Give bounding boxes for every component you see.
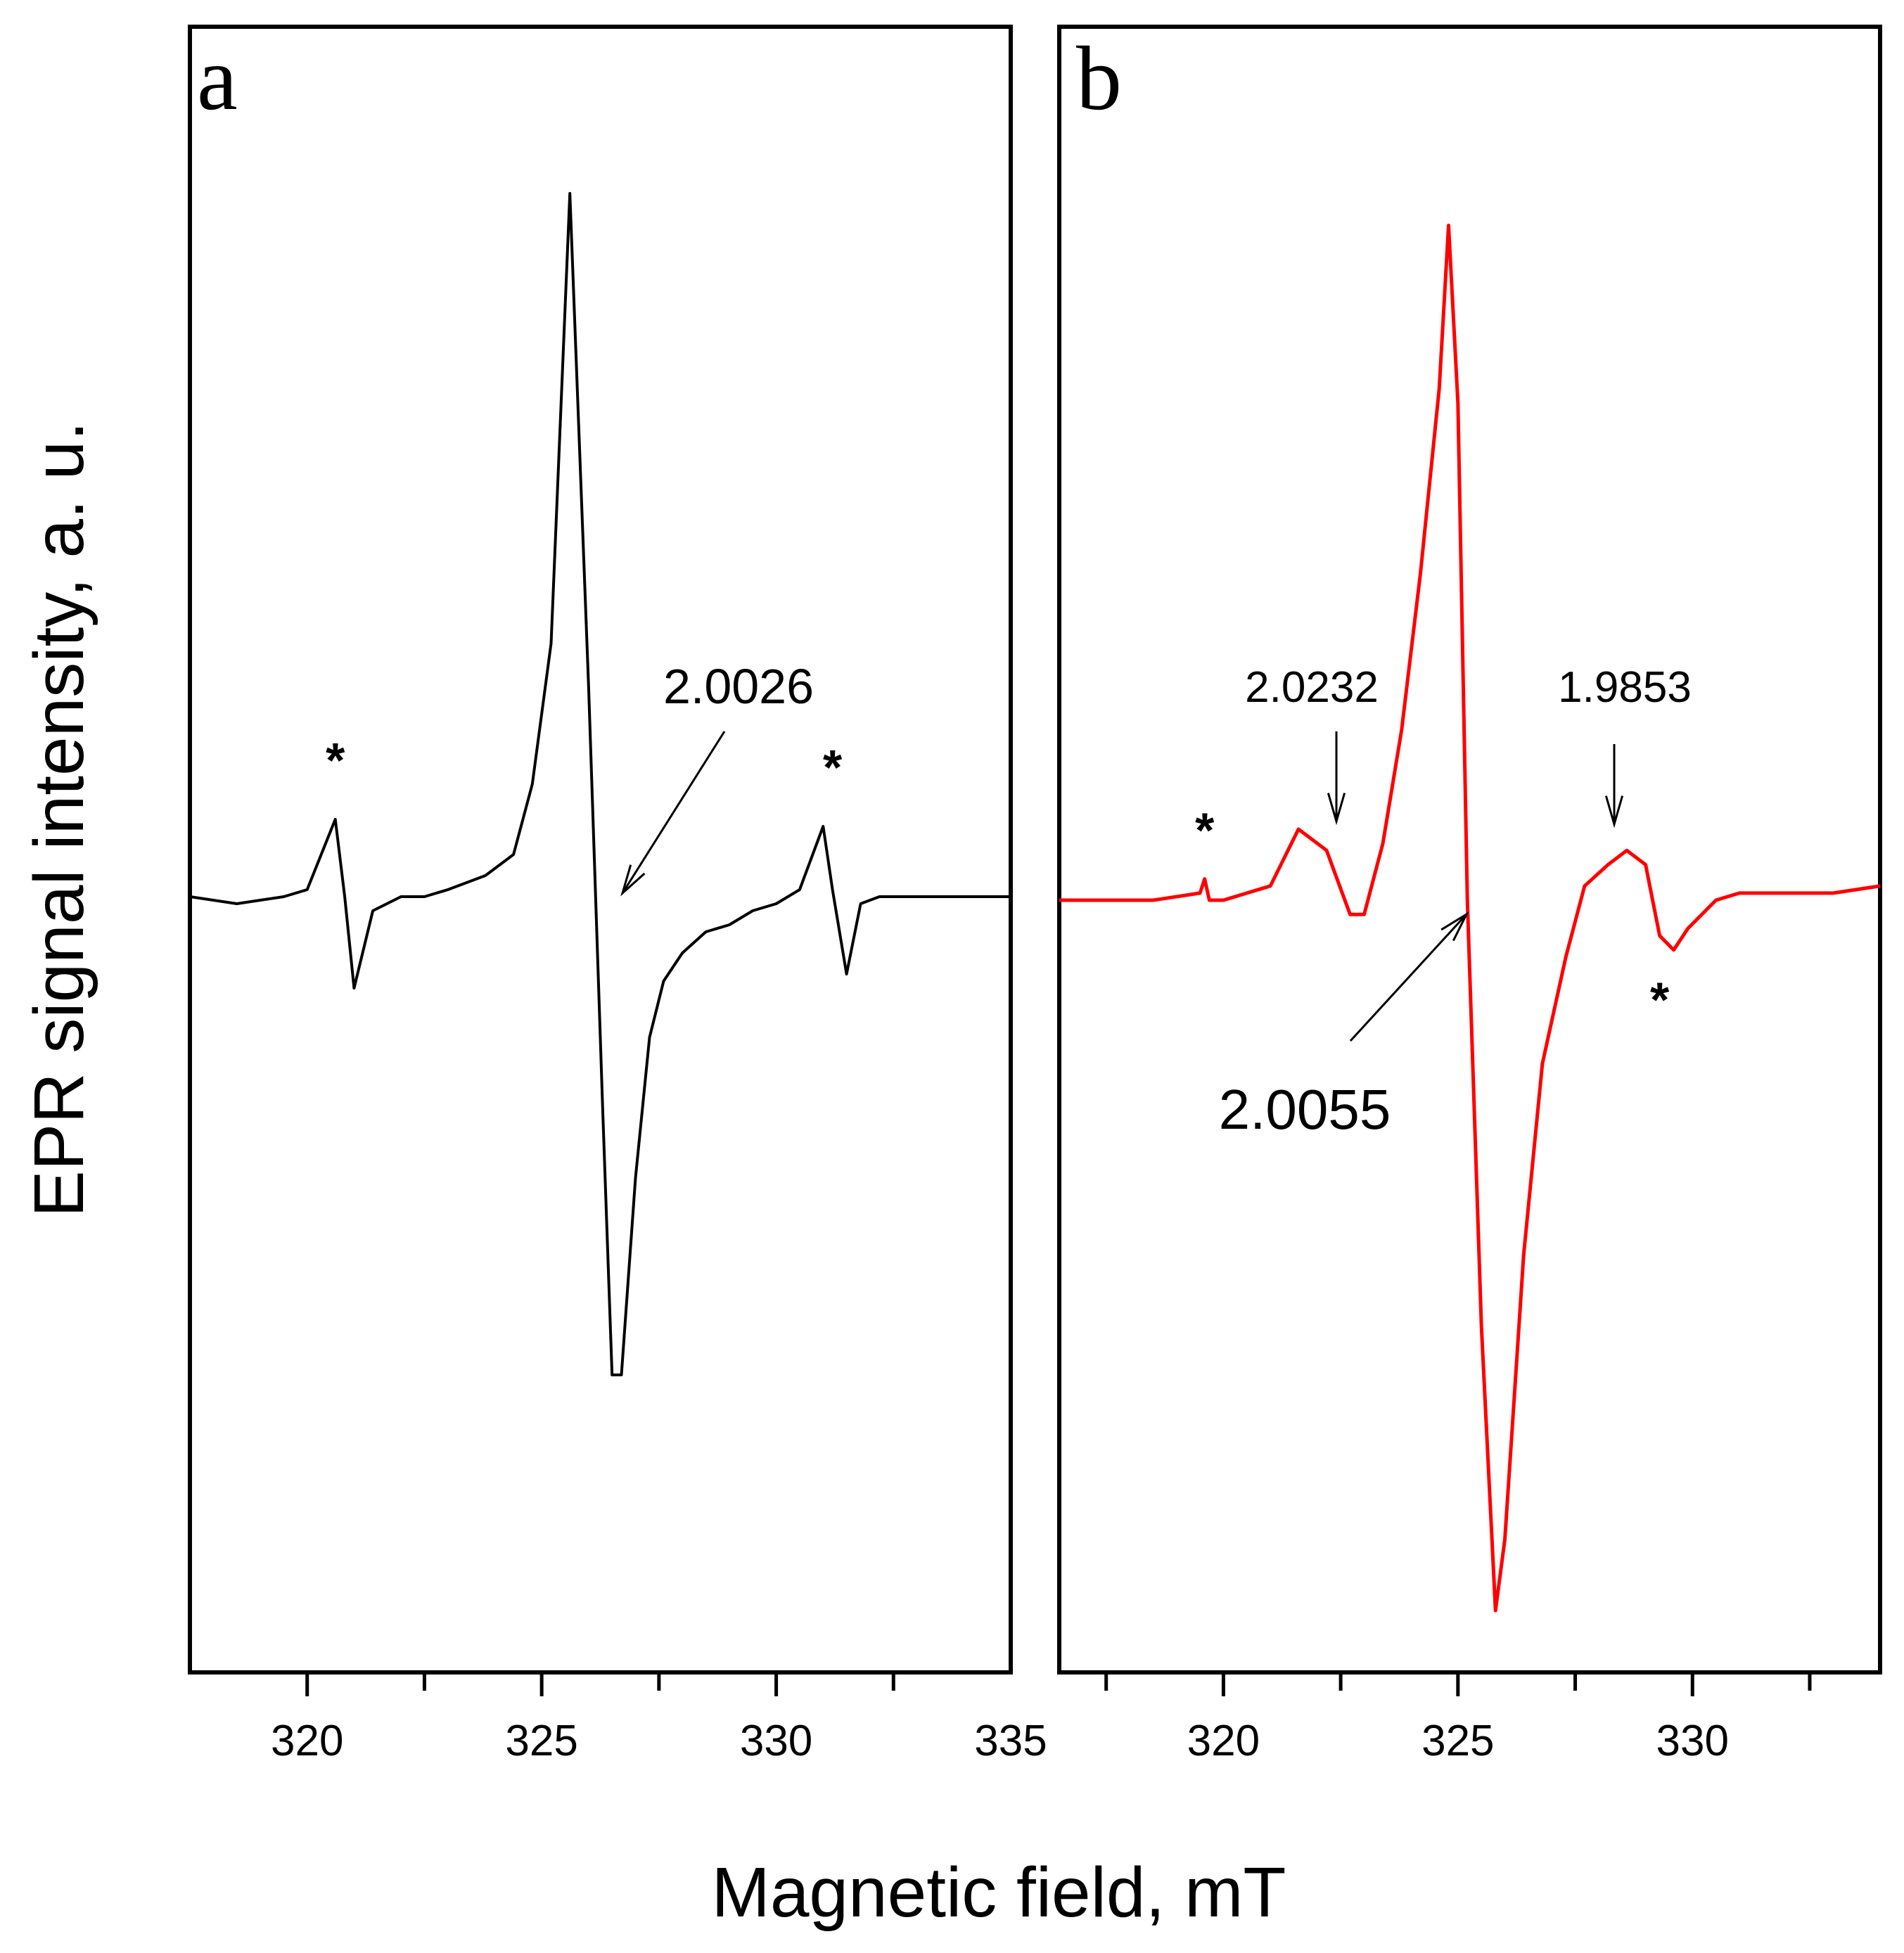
- x-tick-label: 320: [1187, 1717, 1260, 1765]
- panel-b: b 320 325 330 2.0232 2.0055 1.9853 * *: [1057, 25, 1882, 1765]
- g-factor-label: 2.0026: [663, 659, 814, 714]
- g-factor-arrow: [1604, 744, 1624, 828]
- x-tick-label: 330: [740, 1717, 812, 1765]
- impurity-star-marker: *: [1650, 973, 1670, 1027]
- panel-b-spectrum-line: [1059, 224, 1881, 1613]
- panel-b-letter: b: [1076, 28, 1122, 129]
- panel-b-x-ticks: [1104, 1672, 1812, 1696]
- panel-b-frame: [1057, 25, 1882, 1675]
- panel-a-frame: [188, 25, 1013, 1675]
- panel-b-annotations: 2.0232 2.0055 1.9853 * *: [1195, 663, 1692, 1141]
- panel-a-annotations: 2.0026* *: [326, 659, 843, 897]
- y-axis-title: EPR signal intensity, a. u.: [20, 421, 98, 1217]
- panel-a-spectrum-line: [189, 192, 1011, 1376]
- x-tick-label: 335: [974, 1717, 1047, 1765]
- impurity-star-marker: *: [1195, 803, 1215, 858]
- g-factor-label: 2.0232: [1245, 663, 1379, 712]
- panel-a: a 320 325 330 335 2.0026* *: [188, 25, 1047, 1765]
- g-factor-arrow: [1327, 731, 1346, 826]
- g-factor-label: 1.9853: [1558, 663, 1692, 712]
- x-tick-label: 330: [1656, 1717, 1729, 1765]
- g-factor-label: 2.0055: [1219, 1078, 1391, 1141]
- impurity-star-marker: *: [823, 740, 843, 795]
- x-axis-title: Magnetic field, mT: [712, 1853, 1286, 1932]
- x-tick-label: 325: [505, 1717, 577, 1765]
- g-factor-arrow: [620, 731, 726, 897]
- panel-a-x-ticks: [305, 1672, 895, 1696]
- x-tick-label: 320: [271, 1717, 343, 1765]
- panel-b-x-tick-labels: 320 325 330: [1187, 1717, 1729, 1765]
- impurity-star-marker: *: [326, 733, 345, 788]
- x-tick-label: 325: [1421, 1717, 1494, 1765]
- panel-a-letter: a: [197, 28, 238, 129]
- panel-a-x-tick-labels: 320 325 330 335: [271, 1717, 1047, 1765]
- g-factor-arrow: [1349, 911, 1469, 1042]
